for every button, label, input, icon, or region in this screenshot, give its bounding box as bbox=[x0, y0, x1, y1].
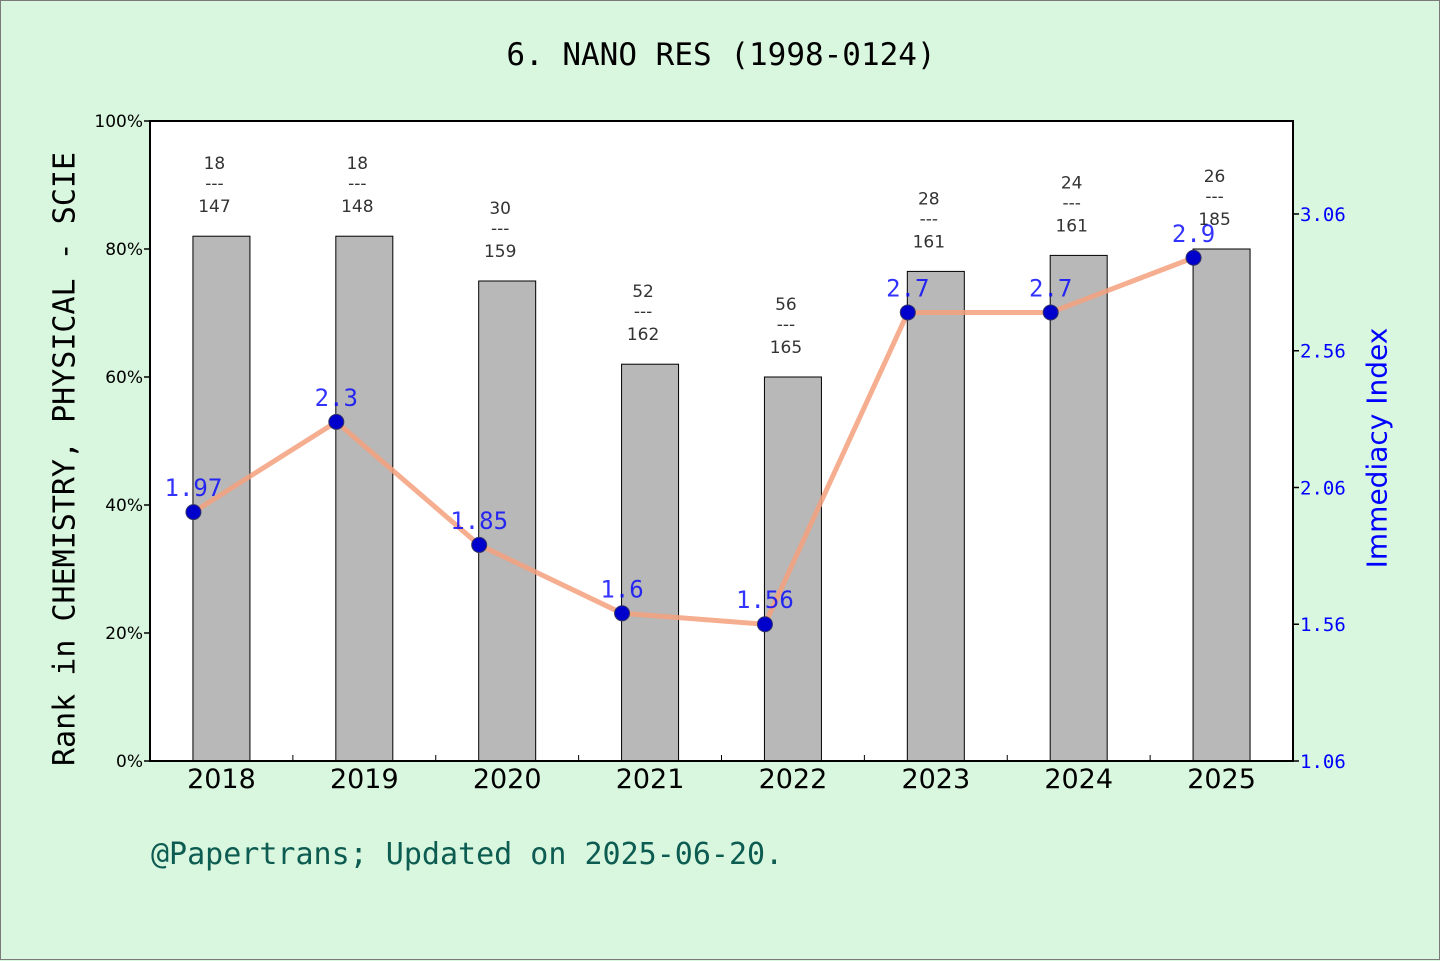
x-axis-tick-label: 2025 bbox=[1187, 764, 1256, 795]
left-axis-tick-label: 60% bbox=[105, 368, 143, 388]
rank-value-label: 52 bbox=[632, 282, 654, 302]
right-axis-label: Immediacy Index bbox=[1360, 327, 1394, 569]
x-axis-tick-label: 2018 bbox=[187, 764, 256, 795]
bar-2018 bbox=[192, 235, 251, 762]
left-axis-tick-label: 80% bbox=[105, 240, 143, 260]
rank-value-label: 26 bbox=[1204, 167, 1226, 187]
bar-2019 bbox=[335, 235, 394, 762]
immediacy-value-label: 2.3 bbox=[315, 384, 358, 412]
immediacy-value-label: 2.9 bbox=[1172, 220, 1215, 248]
x-axis-tick-label: 2024 bbox=[1044, 764, 1113, 795]
immediacy-line bbox=[192, 255, 1195, 627]
rank-total-label: 159 bbox=[484, 242, 516, 262]
bar-2023 bbox=[906, 270, 965, 762]
left-axis-tick-label: 20% bbox=[105, 624, 143, 644]
x-axis-tick-label: 2020 bbox=[473, 764, 542, 795]
right-axis-tick-label: 2.06 bbox=[1300, 477, 1346, 499]
bar-2021 bbox=[621, 363, 680, 762]
x-axis-tick-label: 2019 bbox=[330, 764, 399, 795]
rank-separator: --- bbox=[1062, 193, 1080, 213]
right-axis-tick-label: 1.56 bbox=[1300, 614, 1346, 636]
rank-total-label: 147 bbox=[198, 197, 230, 217]
immediacy-value-label: 1.6 bbox=[600, 575, 643, 603]
left-axis-tick-label: 100% bbox=[94, 112, 143, 132]
right-axis-tick-label: 1.06 bbox=[1300, 751, 1346, 773]
right-axis-tick-label: 2.56 bbox=[1300, 341, 1346, 363]
rank-separator: --- bbox=[205, 174, 223, 194]
left-axis-tick-label: 40% bbox=[105, 496, 143, 516]
rank-total-label: 185 bbox=[1198, 210, 1230, 230]
rank-separator: --- bbox=[777, 315, 795, 335]
rank-total-label: 148 bbox=[341, 197, 373, 217]
x-axis-tick-label: 2021 bbox=[616, 764, 685, 795]
immediacy-point-2022 bbox=[756, 616, 773, 633]
rank-total-label: 165 bbox=[770, 338, 802, 358]
bar-2024 bbox=[1049, 254, 1108, 762]
immediacy-point-2018 bbox=[185, 504, 202, 521]
immediacy-value-label: 1.56 bbox=[736, 586, 794, 614]
immediacy-point-2024 bbox=[1042, 304, 1059, 321]
immediacy-point-2021 bbox=[614, 605, 631, 622]
rank-separator: --- bbox=[920, 209, 938, 229]
rank-separator: --- bbox=[634, 302, 652, 322]
rank-total-label: 161 bbox=[1055, 216, 1087, 236]
immediacy-point-2025 bbox=[1185, 249, 1202, 266]
right-axis-tick-label: 3.06 bbox=[1300, 204, 1346, 226]
immediacy-point-2023 bbox=[899, 304, 916, 321]
rank-value-label: 18 bbox=[346, 154, 368, 174]
rank-value-label: 30 bbox=[489, 199, 511, 219]
rank-total-label: 162 bbox=[627, 325, 659, 345]
bar-2020 bbox=[478, 280, 537, 762]
rank-separator: --- bbox=[491, 219, 509, 239]
x-axis-tick-label: 2023 bbox=[901, 764, 970, 795]
left-axis-label: Rank in CHEMISTRY, PHYSICAL - SCIE bbox=[47, 151, 83, 767]
immediacy-value-label: 2.7 bbox=[886, 274, 929, 302]
rank-value-label: 18 bbox=[204, 154, 226, 174]
rank-value-label: 56 bbox=[775, 295, 797, 315]
x-axis-tick-label: 2022 bbox=[759, 764, 828, 795]
immediacy-value-label: 1.85 bbox=[450, 507, 508, 535]
immediacy-point-2019 bbox=[328, 413, 345, 430]
bar-2025 bbox=[1192, 248, 1251, 762]
rank-separator: --- bbox=[348, 174, 366, 194]
footer-note: @Papertrans; Updated on 2025-06-20. bbox=[151, 837, 784, 872]
left-axis-tick-label: 0% bbox=[116, 752, 143, 772]
immediacy-point-2020 bbox=[471, 536, 488, 553]
rank-value-label: 28 bbox=[918, 189, 940, 209]
immediacy-value-label: 1.97 bbox=[165, 474, 223, 502]
immediacy-value-label: 2.7 bbox=[1029, 274, 1072, 302]
rank-separator: --- bbox=[1205, 187, 1223, 207]
plot-area bbox=[150, 121, 1293, 761]
rank-total-label: 161 bbox=[913, 232, 945, 252]
chart-title: 6. NANO RES (1998-0124) bbox=[506, 37, 936, 73]
rank-value-label: 24 bbox=[1061, 173, 1083, 193]
